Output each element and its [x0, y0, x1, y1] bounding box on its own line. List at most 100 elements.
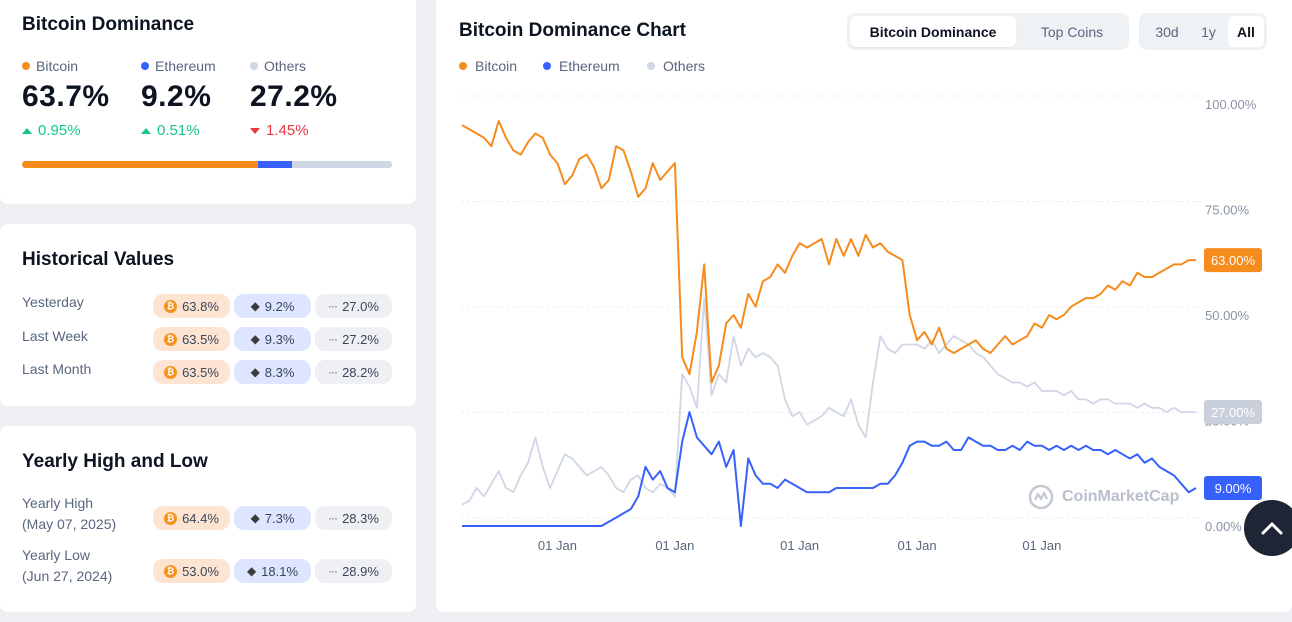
bitcoin-pill-value: 63.5%: [182, 331, 219, 347]
ethereum-icon: ◆: [250, 365, 260, 379]
y-tick-label: 50.00%: [1205, 308, 1250, 323]
ethereum-icon: ◆: [246, 564, 257, 578]
coinmarketcap-logo-icon: [1028, 484, 1054, 510]
range-1y-button[interactable]: 1y: [1201, 23, 1216, 40]
bitcoin-legend-dot-icon: [459, 62, 467, 70]
bitcoin-pill: ₿ 63.5%: [153, 360, 230, 384]
range-all-button[interactable]: All: [1228, 16, 1264, 47]
bitcoin-pill-value: 53.0%: [182, 563, 219, 579]
historical-values-title: Historical Values: [22, 249, 175, 270]
dominance-card: Bitcoin Dominance Bitcoin 63.7% 0.95% Et…: [0, 0, 416, 204]
yearly-low-date: (Jun 27, 2024): [22, 568, 113, 584]
historical-values-card: Historical Values Yesterday ₿ 63.8% ◆ 9.2%…: [0, 224, 416, 406]
legend-bitcoin[interactable]: Bitcoin: [459, 58, 517, 74]
ethereum-pill-value: 9.3%: [264, 331, 295, 347]
ethereum-pill-value: 7.3%: [264, 510, 295, 526]
coinmarketcap-watermark: CoinMarketCap: [1028, 484, 1179, 510]
x-tick-label: 01 Jan: [898, 538, 937, 553]
caret-up-icon: [22, 127, 32, 134]
bitcoin-label-text: Bitcoin: [36, 58, 79, 74]
ethereum-change-text: 0.51%: [157, 122, 200, 139]
series-line-others: [461, 297, 1196, 506]
ethereum-pill-value: 18.1%: [261, 563, 299, 579]
y-tick-label: 0.00%: [1205, 519, 1242, 534]
yearly-high-low-card: Yearly High and Low Yearly High (May 07,…: [0, 426, 416, 612]
bitcoin-icon: ₿: [164, 365, 178, 379]
tab-bitcoin-dominance[interactable]: Bitcoin Dominance: [850, 16, 1016, 47]
bitcoin-pill: ₿ 63.8%: [153, 294, 230, 318]
ethereum-legend-dot-icon: [543, 62, 551, 70]
legend-bitcoin-label: Bitcoin: [475, 58, 518, 74]
range-30d-button[interactable]: 30d: [1155, 23, 1179, 40]
caret-down-icon: [250, 127, 260, 134]
others-pill-value: 27.0%: [342, 298, 379, 314]
dominance-progress-bar: [22, 161, 392, 168]
series-line-bitcoin: [461, 119, 1196, 384]
time-range-selector: 30d 1y All: [1139, 13, 1267, 50]
dominance-line-chart[interactable]: 100.00%75.00%50.00%25.00%0.00% 01 Jan01 …: [436, 0, 1292, 612]
bitcoin-pill: ₿ 53.0%: [153, 559, 230, 583]
bitcoin-pill-value: 63.8%: [182, 298, 219, 314]
ethereum-pill: ◆ 7.3%: [234, 506, 311, 530]
more-dots-icon: ···: [328, 365, 338, 379]
x-tick-label: 01 Jan: [780, 538, 819, 553]
dominance-title: Bitcoin Dominance: [22, 14, 195, 35]
ethereum-label-text: Ethereum: [155, 58, 216, 74]
watermark-text: CoinMarketCap: [1062, 488, 1180, 505]
bitcoin-label: Bitcoin: [22, 58, 110, 74]
others-legend-dot-icon: [647, 62, 655, 70]
bitcoin-pill: ₿ 64.4%: [153, 506, 230, 530]
yearly-high-date: (May 07, 2025): [22, 516, 117, 532]
chart-title: Bitcoin Dominance Chart: [459, 20, 686, 41]
legend-others-label: Others: [663, 58, 706, 74]
y-axis-ticks: 100.00%75.00%50.00%25.00%0.00%: [1205, 97, 1257, 534]
bitcoin-icon: ₿: [164, 299, 178, 313]
others-change-text: 1.45%: [266, 122, 309, 139]
others-label: Others: [250, 58, 338, 74]
ethereum-change: 0.51%: [141, 122, 216, 139]
legend-ethereum[interactable]: Ethereum: [543, 58, 620, 74]
scroll-to-top-button[interactable]: [1244, 500, 1292, 556]
chevron-up-icon: [1261, 522, 1283, 535]
current-value-badges: 63.00% 27.00% 9.00%: [1204, 248, 1262, 501]
ethereum-icon: ◆: [250, 299, 260, 313]
yearly-row-label: Yearly High (May 07, 2025): [22, 493, 116, 535]
x-axis-ticks: 01 Jan 01 Jan 01 Jan 01 Jan 01 Jan: [538, 538, 1061, 553]
ethereum-pill: ◆ 9.3%: [234, 327, 311, 351]
ethereum-label: Ethereum: [141, 58, 216, 74]
legend-ethereum-label: Ethereum: [559, 58, 620, 74]
ethereum-pill-value: 9.2%: [264, 298, 295, 314]
bitcoin-bar-segment: [22, 161, 258, 168]
others-pill-value: 27.2%: [342, 331, 379, 347]
ethereum-current-value: 9.00%: [1215, 481, 1252, 496]
ethereum-icon: ◆: [250, 332, 260, 346]
others-pill: ··· 27.0%: [315, 294, 392, 318]
yearly-high-low-title: Yearly High and Low: [22, 451, 208, 472]
ethereum-pill: ◆ 8.3%: [234, 360, 311, 384]
dominance-chart-card: Bitcoin Dominance Chart Bitcoin Ethereum…: [436, 0, 1292, 612]
more-dots-icon: ···: [328, 564, 338, 578]
chart-mode-toggle: Bitcoin Dominance Top Coins: [847, 13, 1129, 50]
tab-top-coins[interactable]: Top Coins: [1040, 23, 1104, 40]
chart-series: [461, 119, 1197, 527]
others-bar-segment: [291, 161, 392, 168]
ethereum-current-badge: 9.00%: [1204, 476, 1262, 501]
x-tick-label: 01 Jan: [1022, 538, 1061, 553]
ethereum-pill: ◆ 18.1%: [234, 559, 311, 583]
others-change: 1.45%: [250, 122, 338, 139]
ethereum-dominance-stat: Ethereum 9.2% 0.51%: [141, 58, 216, 139]
y-tick-label: 75.00%: [1205, 203, 1250, 218]
more-dots-icon: ···: [328, 511, 338, 525]
x-tick-label: 01 Jan: [538, 538, 577, 553]
legend-others[interactable]: Others: [647, 58, 705, 74]
bitcoin-dominance-stat: Bitcoin 63.7% 0.95%: [22, 58, 110, 139]
bitcoin-pill-value: 63.5%: [182, 364, 219, 380]
ethereum-dot-icon: [141, 62, 149, 70]
others-pill: ··· 28.9%: [315, 559, 392, 583]
more-dots-icon: ···: [328, 332, 338, 346]
others-pill-value: 28.2%: [342, 364, 379, 380]
ethereum-bar-segment: [257, 161, 292, 168]
yearly-high-label: Yearly High: [22, 495, 94, 511]
bitcoin-current-badge: 63.00%: [1204, 248, 1262, 273]
history-row-label: Yesterday: [22, 294, 84, 310]
